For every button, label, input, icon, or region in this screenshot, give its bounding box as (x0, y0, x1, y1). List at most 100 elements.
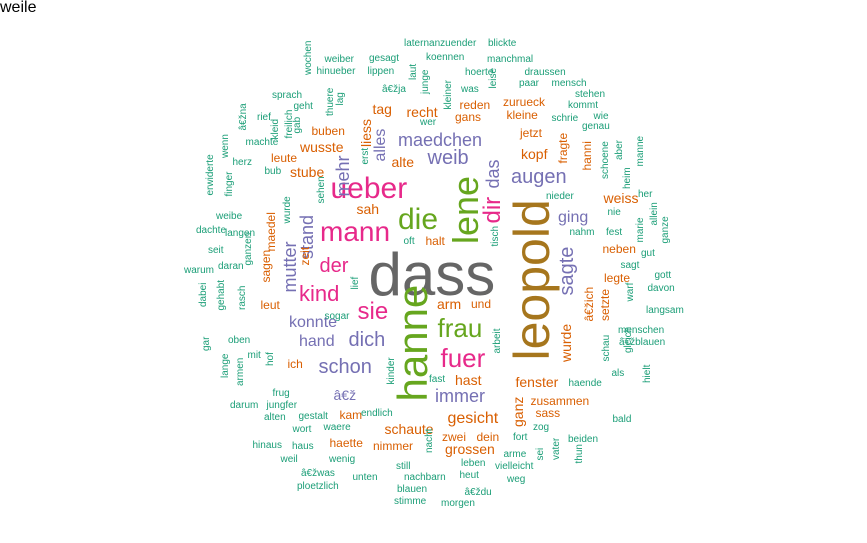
word: gar (201, 336, 212, 351)
word: â€žblauen (619, 337, 666, 348)
word: allein (649, 202, 660, 226)
word: dir (479, 196, 506, 224)
word: mit (247, 350, 261, 361)
word: neben (602, 242, 636, 256)
word: als (611, 368, 625, 379)
word: finger (224, 171, 235, 197)
word: warum (184, 265, 215, 276)
word: hinueber (316, 66, 356, 77)
word: thun (574, 444, 585, 464)
word: still (396, 461, 411, 472)
word: beiden (568, 434, 599, 445)
word: langsam (646, 305, 684, 316)
word: schrie (551, 113, 579, 124)
word: mensch (551, 78, 587, 89)
word: halt (425, 234, 445, 248)
word: immer (435, 386, 485, 406)
word: koennen (426, 52, 465, 63)
word: davon (647, 283, 675, 294)
word: â€žich (582, 286, 596, 322)
word: jetzt (520, 126, 543, 140)
word: maedchen (398, 130, 483, 150)
word: haus (292, 441, 314, 452)
word: laternanzuender (404, 38, 477, 49)
word: weibe (216, 211, 243, 222)
word: stimme (394, 496, 427, 507)
word: haette (329, 436, 363, 450)
word: mehr (333, 155, 353, 197)
word: schoene (600, 141, 611, 179)
word: vater (551, 437, 562, 460)
word: nieder (546, 191, 574, 202)
word: heim (622, 167, 633, 189)
word: sagt (620, 260, 640, 271)
word: gehabt (216, 279, 227, 311)
word: weg (507, 474, 526, 485)
word: sah (356, 201, 380, 217)
word: alles (372, 128, 389, 162)
word: tisch (490, 225, 501, 247)
word: leben (461, 458, 486, 469)
word: leise (488, 67, 499, 89)
word: wusste (300, 139, 344, 155)
word: grossen (445, 441, 495, 457)
word: kam (339, 408, 363, 422)
word: wurde (282, 196, 293, 224)
word: kinder (386, 357, 397, 385)
word: â€žja (382, 84, 406, 95)
word: â€ždu (464, 487, 492, 498)
word: frug (272, 388, 290, 399)
word: weib (427, 147, 469, 169)
word: ueber (330, 172, 408, 205)
word: langen (225, 228, 256, 239)
word: zwei (442, 430, 467, 444)
word: hielt (642, 364, 653, 383)
word: gab (292, 116, 303, 134)
word: lag (335, 92, 346, 106)
word: â€žwas (301, 468, 335, 479)
word: fenster (515, 374, 559, 390)
word: dabei (198, 282, 209, 307)
word: tag (372, 101, 392, 117)
word: gans (455, 110, 482, 124)
word: kommt (568, 100, 598, 111)
word: sei (535, 447, 546, 461)
word: manchmal (487, 54, 534, 65)
word: paar (519, 78, 540, 89)
word: nimmer (373, 439, 414, 453)
word: ging (558, 209, 589, 226)
word: hast (455, 372, 482, 388)
word: morgen (441, 498, 475, 509)
word: heut (459, 470, 479, 481)
word: manne (635, 135, 646, 167)
word: arm (437, 296, 462, 312)
word: fuer (440, 343, 486, 373)
word: weiber (324, 54, 354, 65)
word: ganz (510, 396, 526, 427)
word: endlich (361, 408, 393, 419)
word: sprach (272, 90, 303, 101)
word: laut (408, 63, 419, 80)
word: blauen (397, 484, 428, 495)
word: rief (257, 112, 271, 123)
word: gesicht (447, 410, 499, 427)
word: dass (368, 241, 496, 308)
word: lange (220, 353, 231, 378)
word: wer (420, 117, 437, 128)
word: nie (607, 207, 621, 218)
word: lippen (367, 66, 395, 77)
word: nachbarn (404, 472, 446, 483)
word: unten (352, 472, 378, 483)
word: nahm (569, 227, 595, 238)
word: die (398, 203, 439, 236)
word: das (483, 159, 503, 189)
word: menschen (618, 325, 665, 336)
word: und (471, 297, 492, 311)
word: wochen (303, 40, 314, 75)
word: armen (235, 357, 246, 386)
word: schau (601, 334, 612, 362)
word: warf (625, 282, 636, 302)
word: gestalt (298, 411, 328, 422)
word: sie (357, 298, 389, 325)
